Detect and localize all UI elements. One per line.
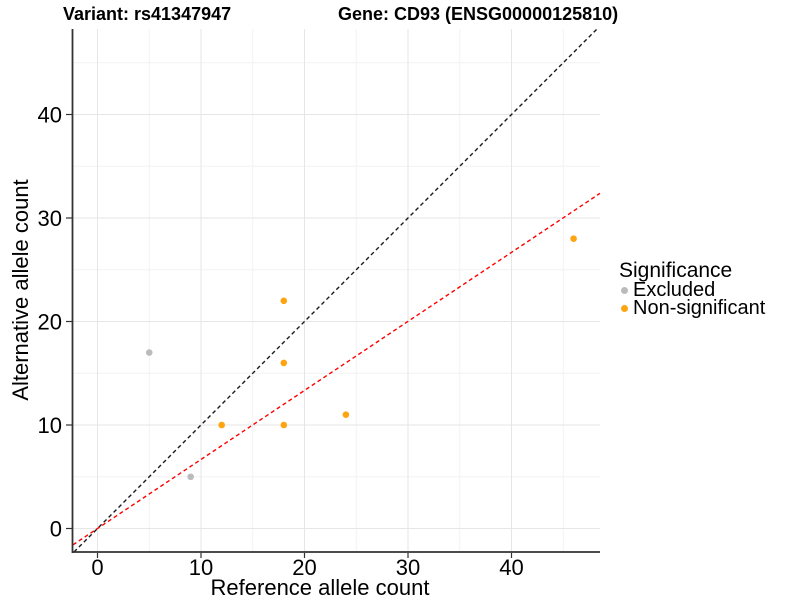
data-point-non-significant bbox=[342, 411, 350, 418]
data-point-excluded bbox=[187, 473, 194, 481]
data-point-non-significant bbox=[570, 235, 577, 242]
y-tick-label: 40 bbox=[38, 103, 62, 128]
legend-item-label: Non-significant bbox=[633, 296, 766, 319]
excluded-dot-icon bbox=[621, 287, 628, 295]
x-axis-title: Reference allele count bbox=[210, 575, 430, 600]
fit-line bbox=[72, 192, 601, 546]
data-point-non-significant bbox=[280, 359, 288, 367]
data-point-non-significant bbox=[280, 297, 288, 305]
x-tick-label: 40 bbox=[499, 555, 523, 580]
y-tick-label: 10 bbox=[38, 413, 62, 438]
x-tick-label: 20 bbox=[292, 555, 316, 580]
identity-line bbox=[73, 28, 598, 553]
x-tick-label: 30 bbox=[396, 555, 420, 580]
non-significant-dot-icon bbox=[621, 304, 628, 312]
y-tick-label: 0 bbox=[50, 517, 62, 542]
variant-title: Variant: rs41347947 bbox=[63, 4, 232, 24]
y-axis-title: Alternative allele count bbox=[8, 179, 33, 401]
legend-item-label: Excluded bbox=[633, 279, 716, 301]
gene-title: Gene: CD93 (ENSG00000125810) bbox=[338, 4, 619, 24]
legend-item-excluded: Excluded bbox=[619, 279, 765, 301]
legend: Significance Excluded Non-significant bbox=[619, 259, 766, 319]
y-tick-label: 30 bbox=[38, 206, 62, 231]
x-tick-label: 0 bbox=[91, 555, 103, 580]
data-point-non-significant bbox=[280, 421, 288, 429]
y-tick-label: 20 bbox=[38, 310, 62, 335]
legend-title: Significance bbox=[619, 259, 733, 282]
data-point-non-significant bbox=[218, 421, 225, 429]
data-point-excluded bbox=[145, 349, 153, 356]
legend-item-non-significant: Non-significant bbox=[619, 296, 766, 319]
x-tick-label: 10 bbox=[189, 555, 213, 580]
